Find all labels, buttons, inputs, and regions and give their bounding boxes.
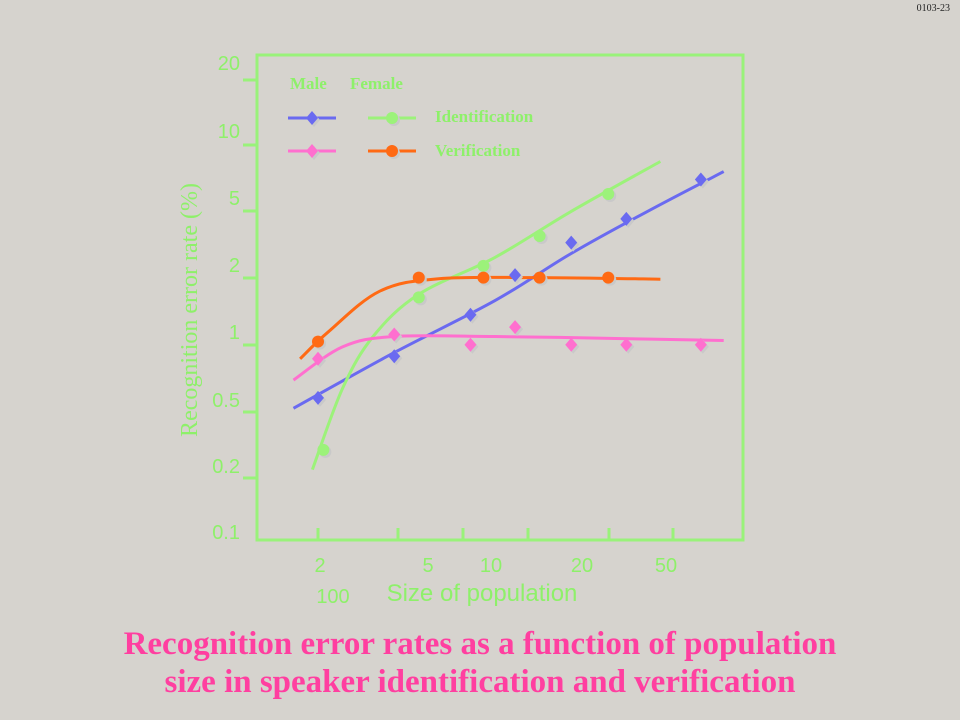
y-axis-label: Recognition error rate (%) bbox=[177, 183, 203, 437]
male-identification-curve bbox=[292, 170, 725, 410]
slide-id: 0103-23 bbox=[916, 3, 950, 14]
female-verification-marker bbox=[477, 271, 490, 284]
x-tick-label: 20 bbox=[571, 555, 593, 577]
y-tick-label: 2 bbox=[229, 255, 240, 277]
x-tick-label: 2 bbox=[314, 555, 325, 577]
female-identification-marker bbox=[533, 230, 546, 243]
male-identification-marker bbox=[464, 307, 477, 322]
y-tick-label: 20 bbox=[218, 53, 240, 75]
female-verification-marker bbox=[312, 335, 324, 348]
legend-key-female-verification-marker bbox=[386, 145, 398, 157]
male-identification-marker bbox=[388, 349, 401, 364]
legend-key-male-identification-marker bbox=[306, 111, 318, 125]
plot-frame bbox=[255, 53, 745, 542]
male-identification-marker bbox=[694, 172, 707, 187]
y-tick-label: 0.1 bbox=[212, 522, 240, 544]
male-identification-marker bbox=[565, 235, 578, 250]
y-tick-label: 0.2 bbox=[212, 456, 240, 478]
x-tick-label: 10 bbox=[480, 555, 502, 577]
x-tick-label: 100 bbox=[316, 586, 349, 608]
y-tick-label: 5 bbox=[229, 188, 240, 210]
female-identification-marker bbox=[412, 291, 425, 304]
legend-keys bbox=[288, 111, 416, 160]
legend: Male Female Identification Verification bbox=[288, 74, 534, 160]
female-identification-curve bbox=[310, 160, 662, 471]
male-identification-marker bbox=[620, 211, 633, 226]
male-verification-marker bbox=[388, 327, 401, 342]
legend-header-male: Male bbox=[290, 74, 327, 93]
legend-key-female-identification-marker bbox=[386, 112, 398, 124]
y-tick-label: 1 bbox=[229, 322, 240, 344]
female-identification-marker bbox=[317, 443, 330, 456]
data-markers bbox=[312, 172, 709, 458]
x-tick-label: 5 bbox=[422, 555, 433, 577]
male-identification-marker bbox=[509, 268, 522, 283]
male-verification-marker bbox=[694, 337, 707, 352]
female-identification-marker bbox=[602, 188, 615, 201]
fitted-curves bbox=[292, 160, 725, 471]
legend-key-male-verification-marker bbox=[306, 144, 318, 158]
male-verification-marker bbox=[565, 337, 578, 352]
female-identification-marker bbox=[477, 259, 490, 272]
male-verification-marker bbox=[464, 337, 477, 352]
x-axis-label: Size of population bbox=[387, 580, 578, 607]
male-verification-marker bbox=[509, 320, 522, 335]
female-verification-curve bbox=[299, 275, 661, 360]
male-identification-marker bbox=[312, 390, 324, 405]
female-verification-marker bbox=[602, 271, 615, 284]
legend-label-verification: Verification bbox=[435, 141, 521, 160]
female-verification-marker bbox=[412, 271, 425, 284]
caption-line-1: Recognition error rates as a function of… bbox=[123, 626, 837, 662]
legend-header-female: Female bbox=[350, 74, 403, 93]
male-verification-marker bbox=[312, 351, 324, 366]
x-tick-label: 50 bbox=[655, 555, 677, 577]
male-verification-marker bbox=[620, 337, 633, 352]
y-tick-label: 10 bbox=[218, 121, 240, 143]
legend-label-identification: Identification bbox=[435, 107, 534, 126]
axis-ticks: 0.1 0.2 0.5 1 2 5 10 20 2 5 10 20 50 100 bbox=[212, 53, 677, 608]
male-verification-curve bbox=[292, 334, 724, 382]
y-tick-label: 0.5 bbox=[212, 390, 240, 412]
female-verification-marker bbox=[533, 271, 546, 284]
caption-line-2: size in speaker identification and verif… bbox=[164, 664, 796, 700]
